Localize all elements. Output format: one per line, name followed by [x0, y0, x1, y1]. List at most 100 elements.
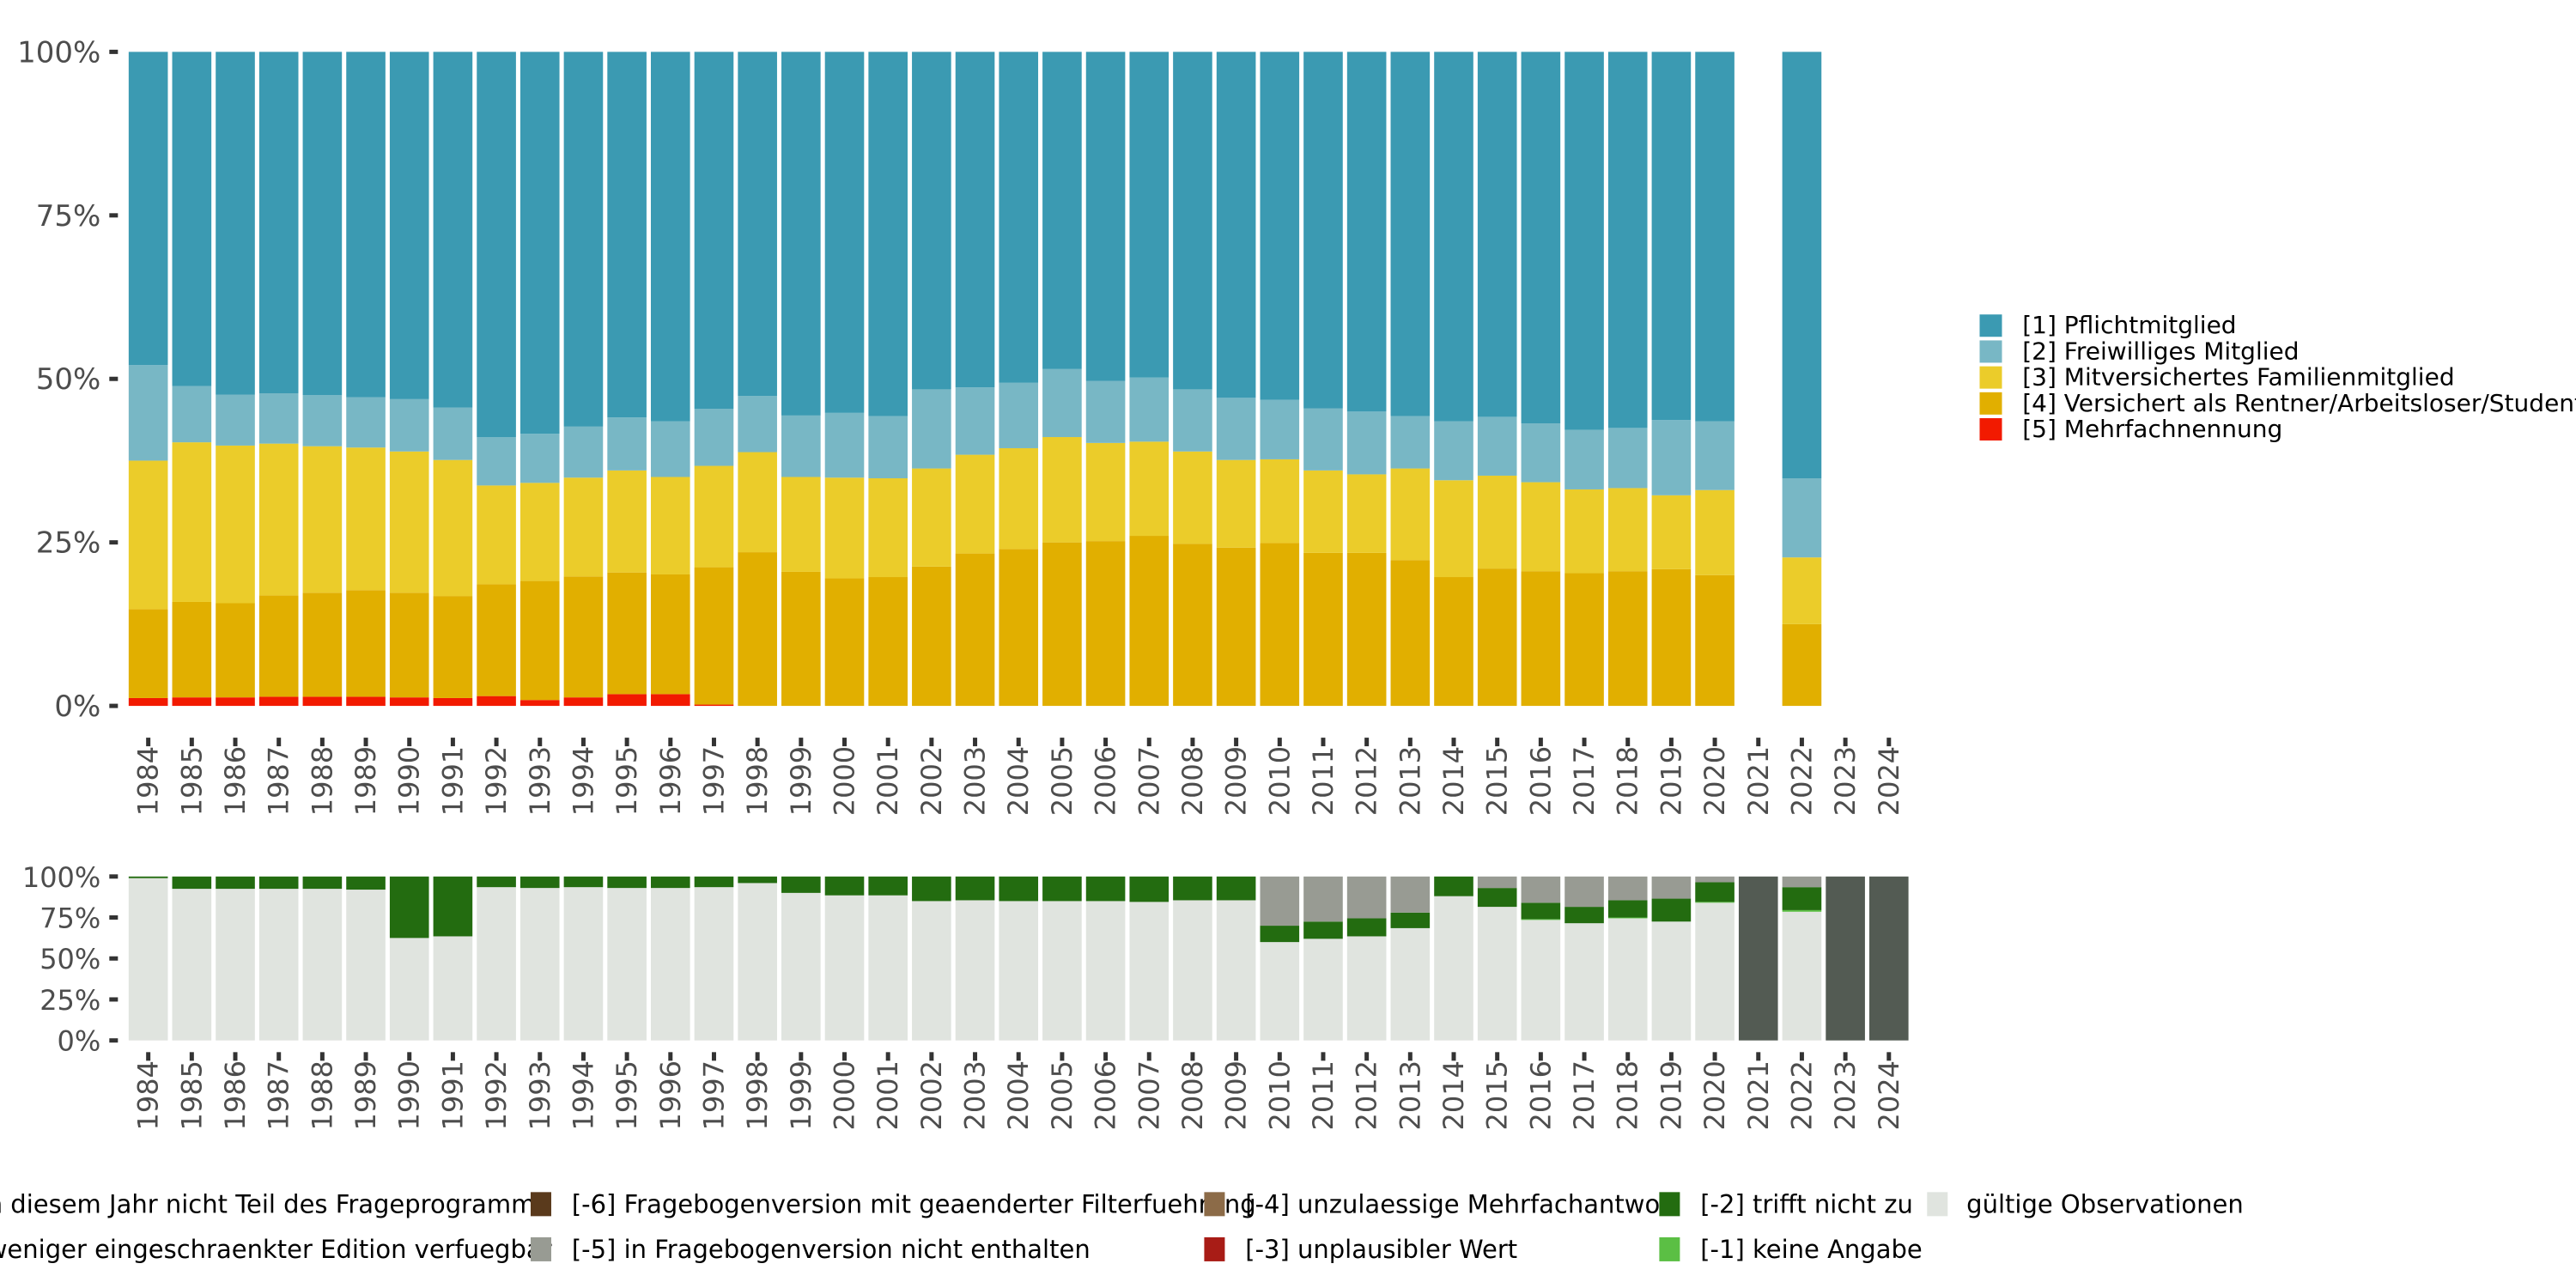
bar-segment	[607, 417, 647, 471]
x-tick-label: 2018	[1612, 746, 1644, 816]
bar-segment	[563, 52, 604, 427]
bar-segment	[694, 52, 734, 410]
x-tick-label: 2006	[1090, 746, 1122, 816]
bar-segment	[258, 392, 299, 444]
bar-segment	[868, 416, 908, 479]
legend-label: [-6] Fragebogenversion mit geaenderter F…	[572, 1189, 1256, 1218]
x-tick-label: 2008	[1176, 746, 1209, 816]
bar-segment	[1564, 573, 1604, 707]
bar-segment	[1564, 907, 1604, 924]
bar-segment	[1651, 898, 1692, 922]
bar-segment	[824, 52, 865, 413]
x-tick-label: 2014	[1437, 746, 1470, 816]
bar-segment	[302, 395, 343, 447]
bar-segment	[1260, 876, 1300, 927]
legend-swatch	[1979, 340, 2002, 363]
bar-segment	[694, 887, 734, 1041]
bar-segment	[694, 409, 734, 466]
x-tick-label: 1996	[654, 1060, 687, 1130]
bar-segment	[955, 900, 995, 1041]
bar-segment	[346, 52, 386, 398]
bar-segment	[1434, 52, 1473, 422]
bar-segment	[1390, 876, 1431, 913]
bar-segment	[1173, 544, 1212, 707]
x-tick-label: 1984	[132, 1060, 165, 1130]
x-tick-label: 1993	[524, 746, 556, 816]
bar-segment	[1216, 547, 1256, 707]
bar-segment	[1346, 918, 1387, 937]
bar-segment	[1346, 876, 1387, 919]
x-tick-label: 1987	[263, 746, 295, 816]
bottom-chart: 0% 25% 50% 75% 100% 1984 1985 1986 1987 1988 1989 1…	[22, 861, 1909, 1131]
bar-segment	[477, 485, 516, 585]
bar-segment	[1868, 876, 1909, 1041]
bar-segment	[781, 571, 821, 707]
bar-segment	[1216, 900, 1256, 1041]
top-legend: [1] Pflichtmitglied[2] Freiwilliges Mitg…	[1979, 311, 2576, 443]
bar-segment	[389, 451, 429, 593]
bar-segment	[824, 578, 865, 707]
bar-segment	[172, 697, 212, 707]
bar-segment	[1607, 571, 1648, 707]
top-chart: 0% 25% 50% 75% 100% 1984 1985 1986 1987 1988 1989 1…	[17, 35, 1905, 816]
bar-segment	[1782, 909, 1822, 912]
bar-segment	[694, 876, 734, 888]
legend-swatch	[1979, 366, 2002, 389]
bar-segment	[1695, 489, 1735, 575]
x-tick-label: 2003	[959, 1060, 992, 1130]
bar-segment	[1390, 468, 1431, 561]
bar-segment	[519, 700, 560, 707]
bar-segment	[1826, 876, 1865, 1041]
bar-segment	[1042, 542, 1082, 707]
bar-segment	[868, 577, 908, 707]
y-tick-label: 50%	[39, 943, 100, 975]
bar-segment	[216, 889, 255, 1041]
bar-segment	[1782, 52, 1822, 479]
bar-segment	[1303, 52, 1343, 409]
bar-segment	[912, 52, 951, 390]
bar-segment	[563, 426, 604, 478]
bar-segment	[824, 477, 865, 579]
bar-segment	[258, 595, 299, 697]
bar-segment	[1651, 495, 1692, 569]
bar-segment	[1129, 377, 1170, 442]
y-tick-label: 0%	[54, 690, 100, 724]
bar-segment	[389, 938, 429, 1041]
y-tick-label: 75%	[36, 199, 101, 234]
bar-segment	[1173, 52, 1212, 390]
bar-segment	[868, 895, 908, 1041]
bar-segment	[1042, 901, 1082, 1041]
bar-segment	[955, 553, 995, 707]
bar-segment	[1695, 876, 1735, 883]
x-tick-label: 2023	[1829, 1060, 1862, 1130]
x-tick-label: 2004	[1002, 746, 1035, 816]
x-tick-label: 2017	[1568, 746, 1601, 816]
bar-segment	[1477, 907, 1517, 1041]
x-tick-label: 2017	[1568, 1060, 1601, 1130]
bar-segment	[258, 443, 299, 596]
bar-segment	[433, 876, 473, 937]
legend-label: [3] Mitversichertes Familienmitglied	[2022, 363, 2454, 392]
bar-segment	[302, 52, 343, 396]
bar-segment	[650, 52, 690, 422]
bar-segment	[1564, 429, 1604, 489]
bar-segment	[128, 876, 168, 878]
x-tick-label: 2000	[829, 746, 861, 816]
bar-segment	[1346, 474, 1387, 553]
bar-segment	[607, 52, 647, 418]
bar-segment	[346, 696, 386, 707]
legend-swatch	[1659, 1192, 1680, 1217]
bar-segment	[1521, 920, 1561, 1041]
x-tick-label: 2014	[1437, 1060, 1470, 1130]
bar-segment	[1303, 552, 1343, 707]
legend-swatch	[1979, 314, 2002, 337]
bar-segment	[433, 697, 473, 707]
bar-segment	[1477, 888, 1517, 908]
y-tick-label: 0%	[58, 1025, 101, 1058]
x-tick-label: 1985	[175, 1060, 208, 1130]
bar-segment	[128, 878, 168, 1041]
x-tick-label: 2010	[1263, 1060, 1296, 1130]
bar-segment	[172, 442, 212, 602]
bar-segment	[824, 876, 865, 896]
